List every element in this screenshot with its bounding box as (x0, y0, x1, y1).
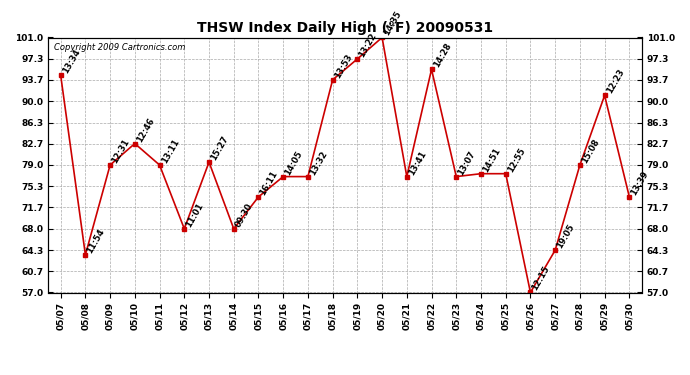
Text: 11:54: 11:54 (86, 227, 107, 255)
Text: 14:05: 14:05 (283, 149, 304, 177)
Text: 09:30: 09:30 (234, 201, 255, 229)
Text: 13:32: 13:32 (308, 149, 329, 177)
Text: 14:28: 14:28 (431, 42, 453, 69)
Text: 12:31: 12:31 (110, 137, 131, 165)
Text: 12:46: 12:46 (135, 116, 156, 144)
Text: 13:41: 13:41 (407, 149, 428, 177)
Text: 12:15: 12:15 (531, 265, 552, 292)
Text: 12:23: 12:23 (604, 68, 626, 96)
Text: 13:22: 13:22 (357, 31, 379, 59)
Text: 15:27: 15:27 (209, 134, 230, 162)
Title: THSW Index Daily High (°F) 20090531: THSW Index Daily High (°F) 20090531 (197, 21, 493, 35)
Text: 13:34: 13:34 (61, 48, 82, 75)
Text: 12:55: 12:55 (506, 146, 527, 174)
Text: Copyright 2009 Cartronics.com: Copyright 2009 Cartronics.com (55, 43, 186, 52)
Text: 13:11: 13:11 (159, 137, 181, 165)
Text: 13:07: 13:07 (456, 149, 477, 177)
Text: 13:53: 13:53 (333, 52, 354, 80)
Text: 11:01: 11:01 (184, 201, 206, 229)
Text: 14:35: 14:35 (382, 10, 403, 38)
Text: 16:11: 16:11 (259, 169, 279, 197)
Text: 15:08: 15:08 (580, 138, 601, 165)
Text: 13:39: 13:39 (629, 170, 651, 197)
Text: 14:51: 14:51 (481, 146, 502, 174)
Text: 19:05: 19:05 (555, 223, 576, 250)
